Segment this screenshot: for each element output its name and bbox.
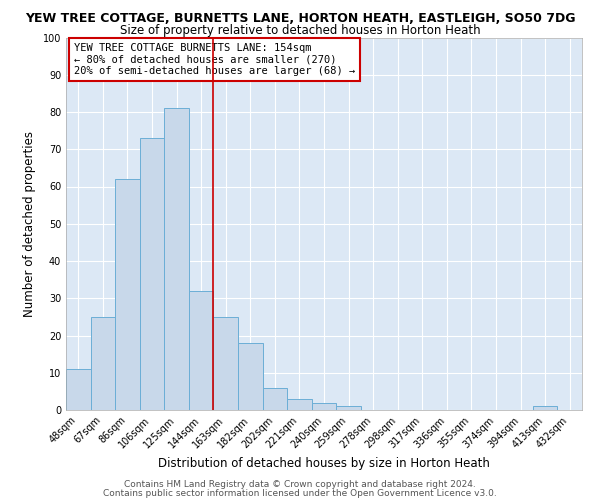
Bar: [115, 179, 140, 410]
Bar: [140, 138, 164, 410]
Bar: [263, 388, 287, 410]
Text: YEW TREE COTTAGE BURNETTS LANE: 154sqm
← 80% of detached houses are smaller (270: YEW TREE COTTAGE BURNETTS LANE: 154sqm ←…: [74, 43, 355, 76]
Bar: [312, 402, 336, 410]
Text: YEW TREE COTTAGE, BURNETTS LANE, HORTON HEATH, EASTLEIGH, SO50 7DG: YEW TREE COTTAGE, BURNETTS LANE, HORTON …: [25, 12, 575, 26]
Y-axis label: Number of detached properties: Number of detached properties: [23, 130, 36, 317]
Bar: [336, 406, 361, 410]
Bar: [533, 406, 557, 410]
Bar: [238, 343, 263, 410]
Bar: [287, 399, 312, 410]
X-axis label: Distribution of detached houses by size in Horton Heath: Distribution of detached houses by size …: [158, 456, 490, 469]
Text: Contains public sector information licensed under the Open Government Licence v3: Contains public sector information licen…: [103, 488, 497, 498]
Bar: [66, 369, 91, 410]
Bar: [164, 108, 189, 410]
Bar: [91, 317, 115, 410]
Text: Size of property relative to detached houses in Horton Heath: Size of property relative to detached ho…: [119, 24, 481, 37]
Bar: [214, 317, 238, 410]
Bar: [189, 291, 214, 410]
Text: Contains HM Land Registry data © Crown copyright and database right 2024.: Contains HM Land Registry data © Crown c…: [124, 480, 476, 489]
